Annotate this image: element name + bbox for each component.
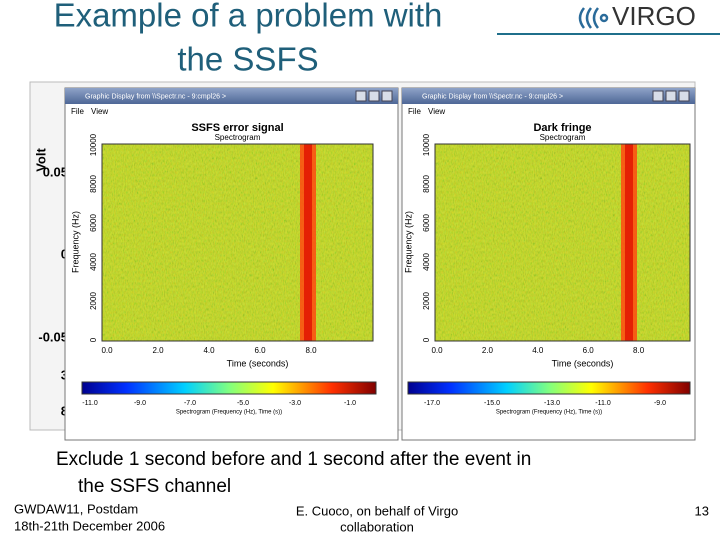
window-title: Graphic Display from \\Spectr.nc - 9:cmp…	[422, 93, 563, 100]
x-tick-label: 0.0	[101, 346, 113, 355]
plot-frame	[434, 143, 691, 342]
event-core	[304, 144, 312, 341]
y-axis-label: Frequency (Hz)	[403, 211, 413, 273]
x-tick-label: 0.0	[431, 346, 443, 355]
plot-title: SSFS error signal	[191, 122, 283, 134]
spectrogram-noise	[435, 144, 690, 341]
y-tick-label: 2000	[89, 292, 98, 310]
footer-left: 18th-21th December 2006	[14, 518, 165, 533]
window-button[interactable]	[355, 90, 367, 102]
x-tick-label: 4.0	[203, 346, 215, 355]
menu-item: View	[91, 107, 108, 116]
y-tick-label: 0	[422, 337, 431, 342]
x-tick-label: 2.0	[482, 346, 494, 355]
footer-left: GWDAW11, Postdam	[14, 501, 138, 516]
window-button[interactable]	[381, 90, 393, 102]
colorbar-tick: -1.0	[344, 400, 356, 407]
x-tick-label: 4.0	[532, 346, 544, 355]
caption-line: Exclude 1 second before and 1 second aft…	[56, 449, 531, 470]
window-title: Graphic Display from \\Spectr.nc - 9:cmp…	[85, 93, 226, 100]
x-tick-label: 8.0	[305, 346, 317, 355]
logo-icon	[578, 7, 609, 29]
event-core	[625, 144, 633, 341]
menu-item: File	[71, 107, 84, 116]
x-axis-label: Time (seconds)	[227, 358, 289, 368]
plot-title: Dark fringe	[533, 122, 591, 134]
title-bar	[402, 88, 695, 104]
plot-subtitle: Spectrogram	[215, 133, 261, 142]
menu-item: File	[408, 107, 421, 116]
colorbar-tick: -9.0	[134, 400, 146, 407]
colorbar-label: Spectrogram (Frequency (Hz), Time (s))	[496, 410, 602, 416]
y-tick-label: 10000	[89, 133, 98, 156]
gap	[695, 90, 720, 130]
y-tick-label: 6000	[422, 214, 431, 232]
colorbar-tick: -9.0	[654, 400, 666, 407]
plot-subtitle: Spectrogram	[540, 133, 586, 142]
x-tick-label: 2.0	[152, 346, 164, 355]
footer-center: E. Cuoco, on behalf of Virgo	[296, 503, 458, 518]
colorbar-tick: -11.0	[595, 400, 611, 407]
colorbar-tick: -15.0	[484, 400, 500, 407]
y-tick-label: 8000	[89, 175, 98, 193]
spectrogram-noise	[102, 144, 373, 341]
bg-tick-label: 0.05	[43, 164, 68, 179]
colorbar-label: Spectrogram (Frequency (Hz), Time (s))	[176, 410, 282, 416]
colorbar	[407, 381, 691, 395]
colorbar-tick: -11.0	[82, 400, 98, 407]
y-tick-label: 4000	[422, 253, 431, 271]
plot-frame	[101, 143, 374, 342]
y-axis-label: Frequency (Hz)	[70, 211, 80, 273]
page-number: 13	[695, 503, 709, 518]
logo-text: VIRGO	[612, 1, 696, 31]
y-tick-label: 4000	[89, 253, 98, 271]
colorbar-tick: -17.0	[424, 400, 440, 407]
title-line: the SSFS	[177, 41, 318, 78]
y-tick-label: 8000	[422, 175, 431, 193]
bg-tick-label: 8	[61, 403, 68, 418]
colorbar-tick: -3.0	[289, 400, 301, 407]
x-tick-label: 8.0	[633, 346, 645, 355]
title-bar	[65, 88, 398, 104]
colorbar	[81, 381, 377, 395]
title-line: Example of a problem with	[54, 0, 443, 34]
x-tick-label: 6.0	[583, 346, 595, 355]
window-button[interactable]	[665, 90, 677, 102]
colorbar-tick: -7.0	[184, 400, 196, 407]
menu-item: View	[428, 107, 445, 116]
y-tick-label: 0	[89, 337, 98, 342]
footer-center: collaboration	[340, 519, 414, 534]
y-tick-label: 2000	[422, 292, 431, 310]
bg-tick-label: 0	[61, 246, 68, 261]
window-button[interactable]	[678, 90, 690, 102]
y-tick-label: 6000	[89, 214, 98, 232]
bg-tick-label: 3	[61, 367, 68, 382]
bg-y-label: Volt	[33, 148, 48, 172]
colorbar-tick: -5.0	[237, 400, 249, 407]
colorbar-tick: -13.0	[544, 400, 560, 407]
y-tick-label: 10000	[422, 133, 431, 156]
window-button[interactable]	[368, 90, 380, 102]
bg-tick-label: -0.05	[38, 329, 68, 344]
x-tick-label: 6.0	[254, 346, 266, 355]
caption-line: the SSFS channel	[78, 476, 231, 497]
window-button[interactable]	[652, 90, 664, 102]
x-axis-label: Time (seconds)	[552, 358, 614, 368]
